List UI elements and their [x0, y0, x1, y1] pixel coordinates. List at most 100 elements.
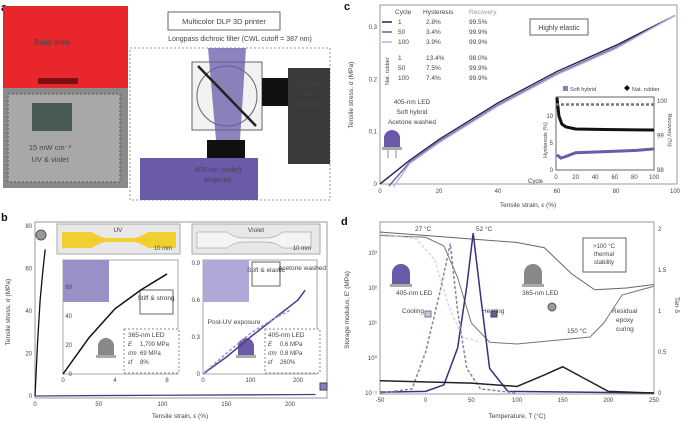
- d-y2tick: 1.5: [658, 268, 667, 274]
- b-xlabel: Tensile strain, ε (%): [152, 413, 208, 420]
- power-sub-label: UV & violet: [31, 155, 69, 164]
- d-y2tick: 2: [658, 227, 662, 233]
- d-series-line-3: [379, 233, 655, 394]
- d-ytick: 10³: [368, 251, 377, 257]
- prop-symbol: E: [268, 342, 273, 348]
- c-note-1: 405-nm LED: [394, 99, 431, 106]
- chart-b: Tensile stress, σ (MPa) Tensile strain, …: [5, 221, 328, 420]
- b-inset-violet-line-0: [202, 289, 306, 375]
- c-inset-y2tick: 99: [657, 134, 664, 140]
- b-xtick: 100: [157, 402, 168, 408]
- c-table-cell: 7.5%: [426, 65, 441, 72]
- d-y2tick: 0.5: [658, 350, 667, 356]
- b-inset-violet-xtick: 100: [245, 378, 256, 384]
- prop-value: 69 MPa: [140, 351, 161, 357]
- b-ylabel: Tensile stress, σ (MPa): [5, 279, 12, 346]
- violet-led-icon: [390, 264, 412, 287]
- c-series-line-1: [379, 14, 676, 185]
- chart-d: Storage modulus, E′ (MPa) Tan δ Temperat…: [344, 221, 680, 420]
- b-series-line-0: [34, 249, 46, 397]
- c-inset-ytick: 10: [546, 114, 553, 120]
- heating-marker: [490, 310, 498, 318]
- c-inset-xtick: 60: [611, 175, 618, 181]
- nat-rubber-label: Nat. rubber: [385, 57, 391, 85]
- c-ylabel: Tensile stress, σ (MPa): [348, 62, 355, 129]
- c-xtick: 20: [436, 189, 443, 195]
- b-inset-uv-ytick: 60: [65, 285, 72, 291]
- c-inset-y2tick: 98: [657, 168, 664, 174]
- c-th-cycle: Cycle: [395, 9, 412, 16]
- inset-y2label: Recovery (%): [666, 113, 672, 146]
- panel-label-b: b: [1, 212, 8, 224]
- c-inset-xtick: 80: [631, 175, 638, 181]
- c-th-recovery: Recovery: [469, 9, 497, 16]
- d-xtick: 100: [512, 398, 523, 404]
- c-table-cell: 99.5%: [469, 19, 488, 26]
- d-ytick: 10¹: [368, 321, 377, 327]
- c-inset-y2tick: 100: [657, 99, 668, 105]
- d-led365: 365-nm LED: [522, 290, 559, 297]
- panel-label-c: c: [344, 1, 350, 13]
- d-annot-150c: 150 °C: [567, 327, 587, 335]
- c-table-cell: 99.9%: [469, 39, 488, 46]
- b-inset-uv-line: [62, 273, 168, 375]
- c-inset-ytick: 5: [550, 141, 554, 147]
- d-xtick: 150: [558, 398, 569, 404]
- prop-symbol: εf: [268, 360, 274, 366]
- printer-title: Multicolor DLP 3D printer: [182, 17, 266, 26]
- b-inset-violet-ytick: 0.9: [192, 261, 201, 267]
- b-inset-violet-ytick: 0: [197, 372, 201, 378]
- uv-led-icon: [96, 338, 116, 358]
- c-xtick: 80: [613, 189, 620, 195]
- inset-legend-soft: Soft hybrid: [570, 87, 596, 93]
- legend-square-marker: [563, 86, 568, 91]
- violet-led-label: 405-nm LED: [268, 332, 305, 339]
- violet-projector-label-2: projector: [204, 177, 232, 184]
- b-inset-violet-ytick: 0.3: [192, 335, 201, 341]
- c-table-cell: 1: [398, 55, 402, 62]
- power-label: 15 mW cm⁻²: [29, 143, 72, 152]
- b-inset-violet-xtick: 200: [293, 378, 304, 384]
- inset-ylabel: Hysteresis (%): [543, 122, 549, 158]
- d-led405: 405-nm LED: [396, 290, 433, 297]
- uv-led-icon: [522, 264, 544, 287]
- prop-symbol: σm: [128, 351, 137, 357]
- c-note-3: Acetone washed: [388, 119, 436, 126]
- c-inset-xtick: 0: [554, 175, 558, 181]
- d-series-line-2: [379, 233, 481, 343]
- violet-photo-label: Violet: [248, 227, 264, 234]
- b-xtick: 50: [95, 402, 102, 408]
- uv-marker-circle: [35, 229, 47, 241]
- c-xtick: 40: [495, 189, 502, 195]
- b-inset-uv-ytick: 0: [69, 372, 73, 378]
- c-xtick: 100: [670, 189, 681, 195]
- c-table-cell: 100: [398, 39, 409, 46]
- panel-label-d: d: [341, 216, 348, 228]
- d-xtick: 250: [649, 398, 660, 404]
- d-xlabel: Temperature, T (°C): [488, 412, 545, 420]
- post-uv-label: Post-UV exposure: [208, 319, 261, 326]
- residual-curing-label: Residual epoxy curing: [612, 308, 638, 333]
- c-inset-xtick: 100: [649, 175, 660, 181]
- d-ytick: 10⁻¹: [365, 391, 377, 397]
- c-table-cell: 99.9%: [469, 29, 488, 36]
- b-ytick: 0: [29, 394, 33, 400]
- d-series-line-1: [379, 235, 655, 345]
- c-table-cell: 13.4%: [426, 55, 445, 62]
- c-ytick: 0: [374, 182, 378, 188]
- prop-value: 0.8 MPa: [280, 351, 303, 357]
- uv-scale-label: 10 mm: [154, 246, 172, 252]
- inset-xlabel: Cycle: [528, 179, 544, 185]
- d-xtick: 50: [468, 398, 475, 404]
- c-xtick: 0: [378, 189, 382, 195]
- uv-microstructure-image: [63, 260, 109, 302]
- b-inset-uv-xtick: 4: [113, 378, 117, 384]
- violet-scale-label: 10 mm: [293, 246, 311, 252]
- prop-value: 1,700 MPa: [140, 342, 170, 348]
- prop-value: 260%: [280, 360, 296, 366]
- violet-microstructure-image: [203, 260, 249, 302]
- d-ylabel: Storage modulus, E′ (MPa): [344, 271, 351, 349]
- d-xtick: -50: [376, 398, 385, 404]
- b-xtick: 200: [285, 402, 296, 408]
